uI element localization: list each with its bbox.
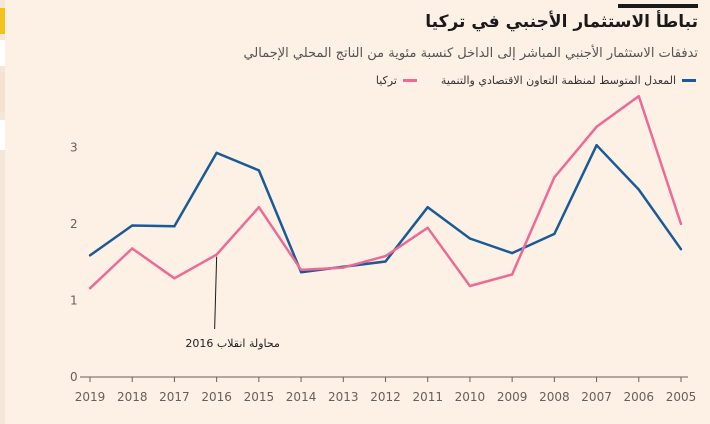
annotation-label: محاولة انقلاب 2016 [185, 337, 280, 350]
chart-title: تباطأ الاستثمار الأجنبي في تركيا [425, 12, 698, 32]
data-point-turkey [173, 277, 176, 280]
y-tick-label: 0 [70, 370, 78, 384]
title-rule [618, 4, 698, 8]
axis-layer: 0 1 2 3 2019 2018 2017 2016 2015 2014 2013 2012 2011… [70, 141, 696, 405]
data-point-turkey [299, 268, 303, 272]
data-point-turkey [342, 266, 345, 269]
data-point-oecd [173, 225, 176, 228]
data-point-oecd [553, 232, 556, 236]
data-point-turkey [510, 273, 514, 276]
data-point-turkey [257, 205, 261, 209]
x-tick-label: 2009 [497, 390, 528, 404]
x-tick-label: 2015 [244, 390, 275, 404]
x-tick-label: 2012 [370, 390, 401, 404]
x-tick-label: 2007 [581, 390, 612, 404]
x-tick-label: 2014 [286, 390, 317, 404]
x-tick-label: 2010 [455, 390, 486, 404]
data-point-oecd [510, 251, 514, 255]
data-point-oecd [426, 205, 429, 209]
data-point-oecd [595, 144, 598, 147]
data-point-turkey [384, 254, 387, 258]
x-tick-label: 2019 [75, 390, 106, 404]
data-point-oecd [468, 237, 472, 240]
data-point-turkey [595, 125, 598, 129]
y-tick-label: 2 [70, 217, 78, 231]
data-point-turkey [426, 226, 429, 230]
x-tick-label: 2006 [624, 390, 655, 404]
data-point-turkey [215, 253, 218, 256]
data-point-oecd [637, 188, 640, 191]
x-tick-label: 2016 [201, 390, 232, 404]
data-point-oecd [131, 224, 134, 227]
chart-legend: المعدل المتوسط لمنظمة التعاون الاقتصادي … [376, 74, 696, 87]
x-tick-label: 2011 [412, 390, 443, 404]
y-tick-label: 3 [70, 141, 78, 155]
data-point-oecd [215, 151, 218, 155]
data-point-turkey [88, 287, 92, 290]
legend-label-oecd: المعدل المتوسط لمنظمة التعاون الاقتصادي … [440, 74, 676, 87]
data-point-turkey [131, 247, 134, 250]
left-edge-strip [0, 0, 5, 424]
x-tick-label: 2008 [539, 390, 570, 404]
legend-label-turkey: تركيا [375, 74, 397, 87]
legend-item-oecd: المعدل المتوسط لمنظمة التعاون الاقتصادي … [441, 74, 696, 87]
data-point-turkey [679, 222, 683, 226]
legend-swatch-turkey [402, 79, 417, 82]
data-point-turkey [553, 176, 556, 179]
series-line-oecd [89, 143, 683, 274]
data-point-oecd [257, 169, 261, 172]
left-edge-pink-block [0, 72, 5, 112]
legend-item-turkey: تركيا [376, 74, 417, 87]
chart-subtitle: تدفقات الاستثمار الأجنبي المباشر إلى الد… [243, 46, 698, 61]
x-tick-label: 2018 [117, 390, 148, 404]
annotation-leader-line [214, 256, 218, 330]
left-edge-white-block [0, 40, 5, 66]
data-point-turkey [637, 95, 640, 98]
data-point-oecd [384, 260, 387, 263]
data-point-oecd [88, 254, 92, 257]
legend-swatch-oecd [682, 79, 696, 82]
x-tick-label: 2005 [666, 390, 697, 404]
data-point-oecd [299, 270, 303, 274]
data-point-oecd [679, 248, 683, 251]
annotation-layer: محاولة انقلاب 2016 [185, 256, 280, 350]
data-point-turkey [468, 284, 472, 288]
y-tick-label: 1 [70, 294, 78, 308]
x-tick-label: 2017 [159, 390, 190, 404]
left-edge-white-block-2 [0, 120, 5, 150]
left-edge-yellow-block [0, 8, 5, 34]
x-tick-label: 2013 [328, 390, 359, 404]
series-layer [88, 94, 683, 290]
